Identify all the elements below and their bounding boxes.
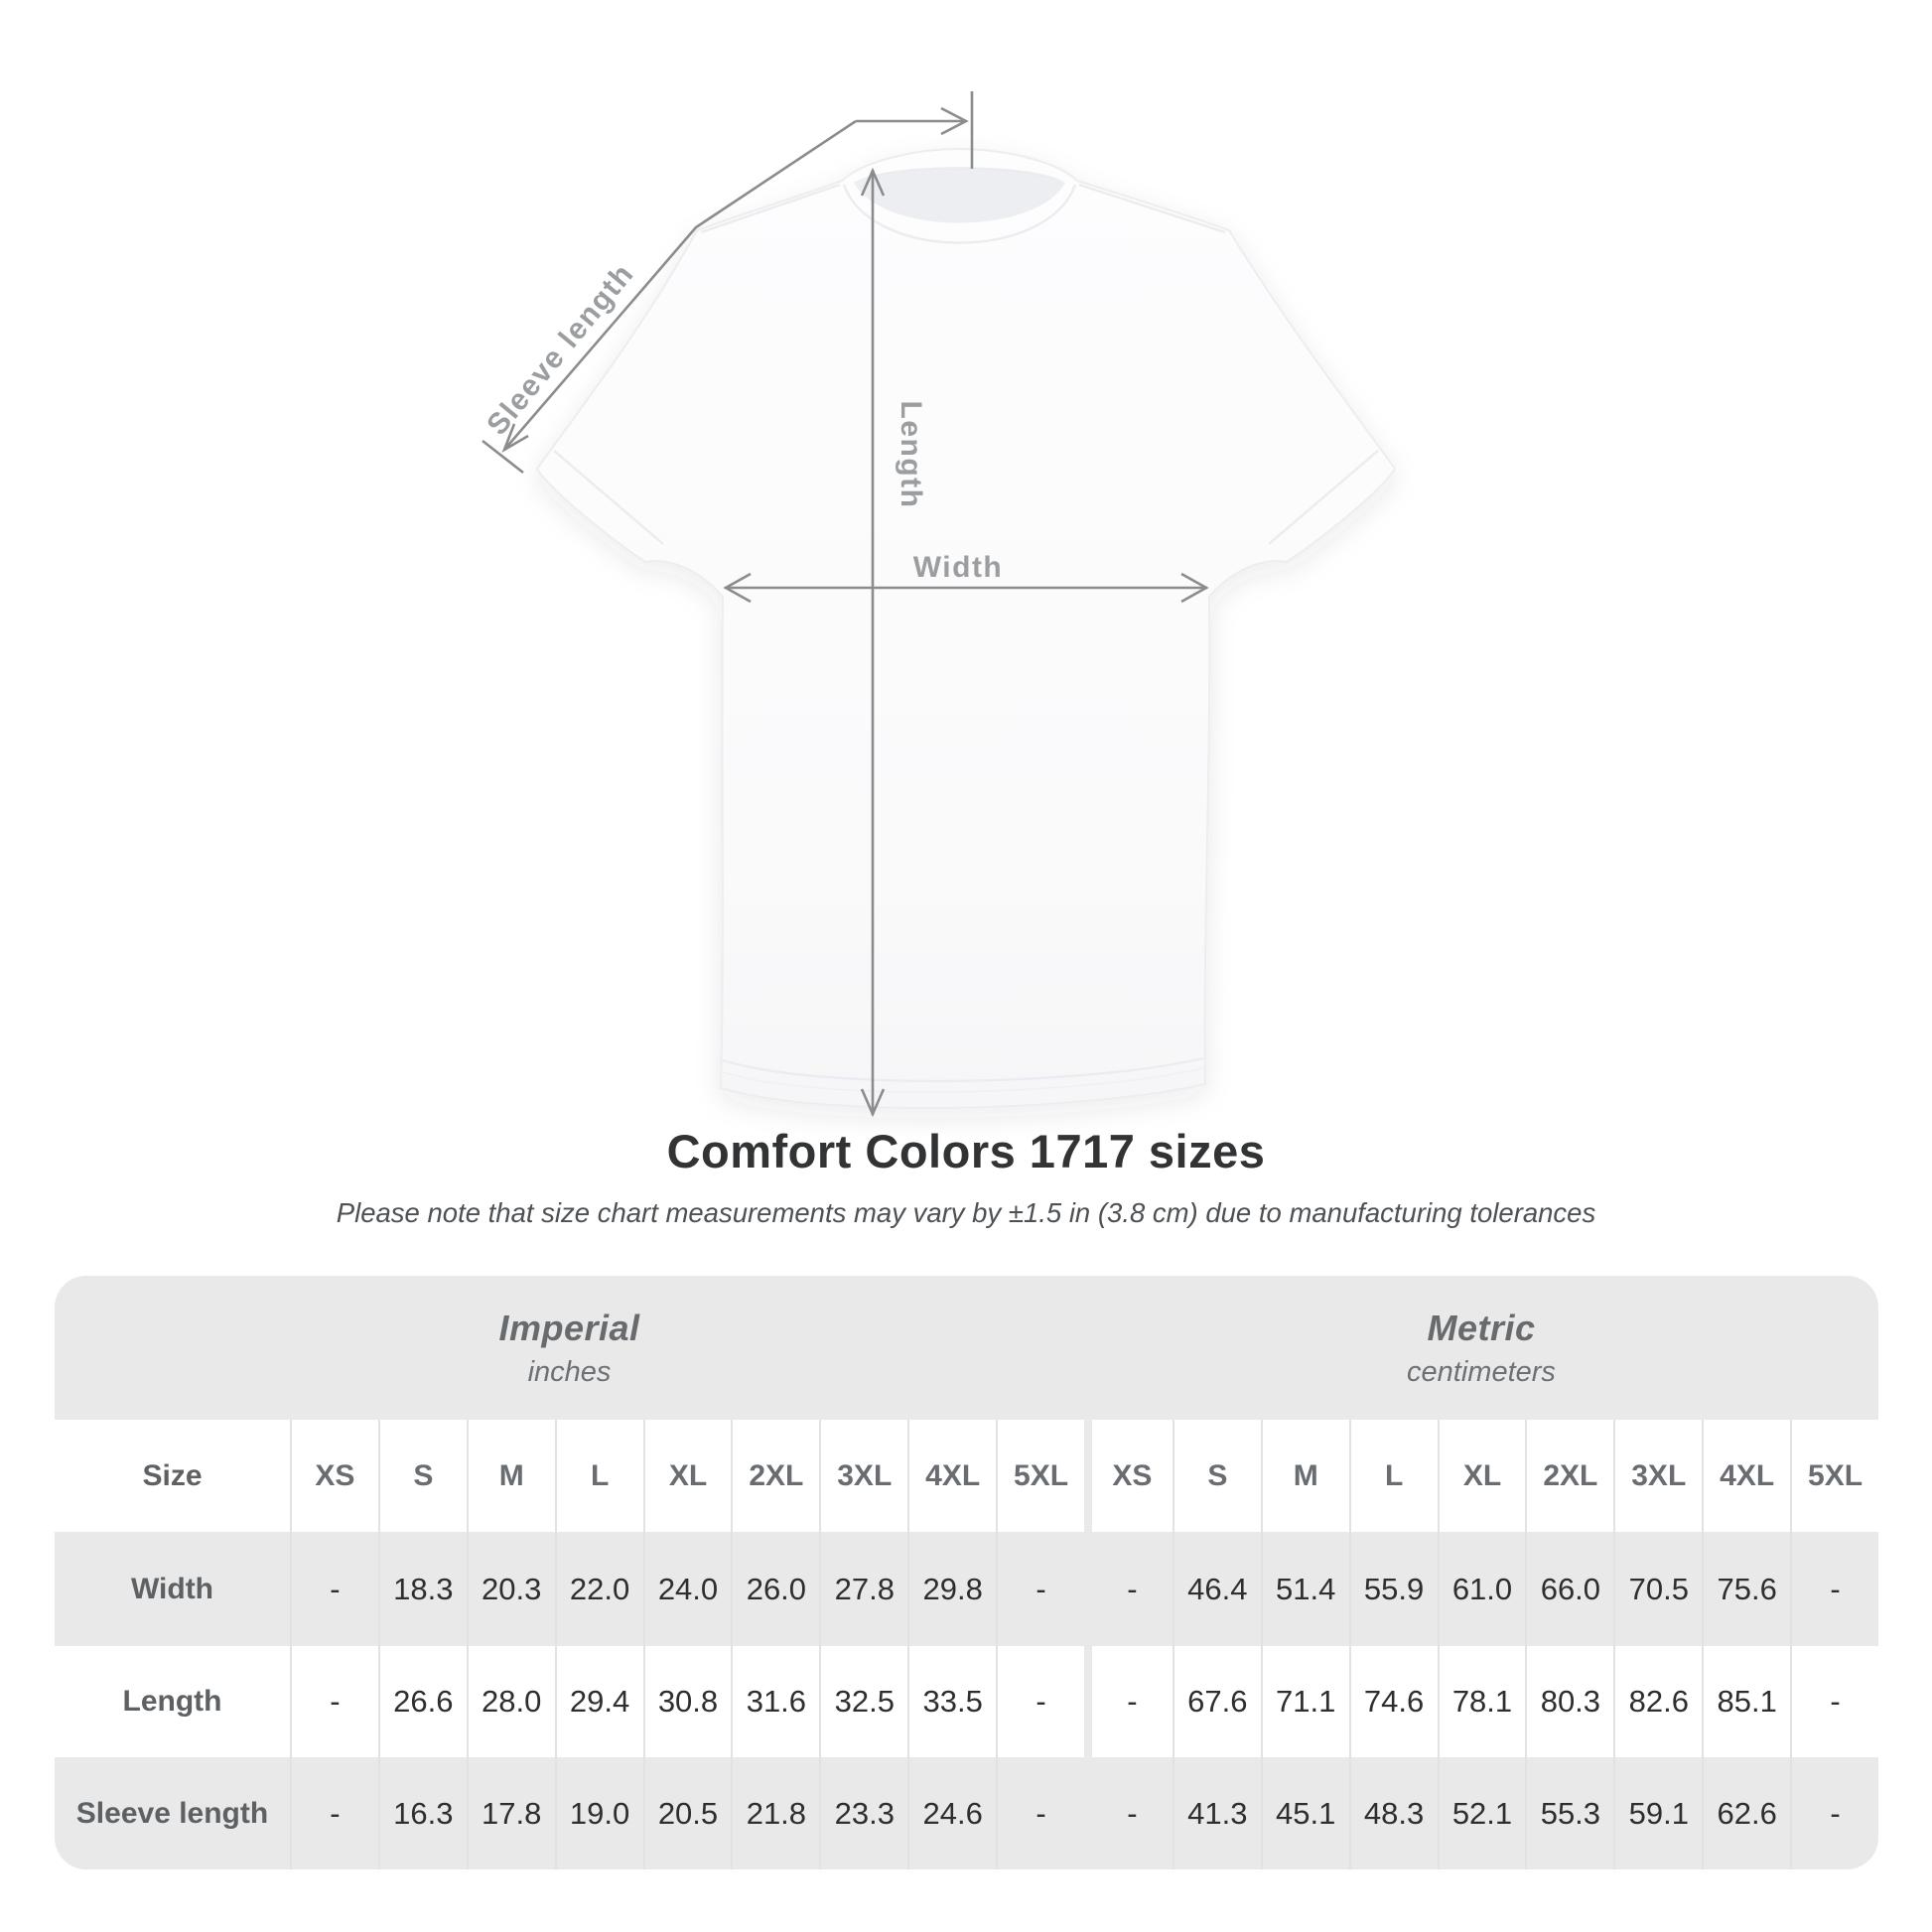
tshirt-diagram: Sleeve length Length Width (481, 91, 1397, 1118)
size-header-metric-4xl: 4XL (1702, 1420, 1790, 1532)
metric-value-cell: 62.6 (1702, 1757, 1790, 1869)
metric-header: Metric centimeters (1084, 1276, 1878, 1420)
imperial-value-cell: 20.5 (642, 1757, 732, 1869)
metric-value-cell: 46.4 (1172, 1532, 1261, 1646)
metric-value-cell: 55.3 (1525, 1757, 1613, 1869)
imperial-value-cell: 17.8 (466, 1757, 555, 1869)
imperial-value-cell: 28.0 (466, 1646, 555, 1757)
size-header-metric-l: L (1348, 1420, 1438, 1532)
imperial-value-cell: - (290, 1646, 378, 1757)
size-header-metric-s: S (1172, 1420, 1261, 1532)
size-header-metric-xl: XL (1437, 1420, 1526, 1532)
imperial-value-cell: 32.5 (819, 1646, 907, 1757)
length-label: Length (895, 401, 927, 509)
metric-value-cell: 78.1 (1437, 1646, 1526, 1757)
size-header-metric-m: M (1260, 1420, 1349, 1532)
size-header-row: Size XS S M L XL 2XL 3XL 4XL 5XL XS S M L XL 2XL 3XL 4XL 5… (55, 1420, 1878, 1532)
imperial-value-cell: 26.6 (377, 1646, 467, 1757)
tshirt-illustration (535, 147, 1397, 1110)
metric-unit: centimeters (1407, 1355, 1556, 1388)
page-title: Comfort Colors 1717 sizes (666, 1125, 1266, 1177)
row-label: Width (130, 1572, 214, 1605)
metric-title: Metric (1427, 1307, 1536, 1348)
imperial-value-cell: 27.8 (819, 1532, 907, 1646)
size-column-header: Size (142, 1458, 203, 1492)
imperial-value-cell: - (996, 1646, 1084, 1757)
imperial-value-cell: - (290, 1757, 378, 1869)
metric-value-cell: 85.1 (1702, 1646, 1790, 1757)
imperial-value-cell: 24.6 (907, 1757, 996, 1869)
size-header-imperial-4xl: 4XL (907, 1420, 996, 1532)
size-header-metric-xs: XS (1083, 1420, 1173, 1532)
size-header-imperial-xs: XS (290, 1420, 378, 1532)
metric-value-cell: - (1790, 1532, 1878, 1646)
imperial-value-cell: 30.8 (642, 1646, 732, 1757)
imperial-value-cell: 24.0 (642, 1532, 732, 1646)
metric-value-cell: 82.6 (1613, 1646, 1702, 1757)
imperial-value-cell: 21.8 (731, 1757, 819, 1869)
imperial-value-cell: - (996, 1532, 1084, 1646)
unit-band-row: Imperial inches Metric centimeters (55, 1276, 1878, 1420)
imperial-value-cell: 29.8 (907, 1532, 996, 1646)
width-label: Width (913, 551, 1004, 584)
size-table: Imperial inches Metric centimeters Size X… (55, 1276, 1878, 1869)
size-header-metric-5xl: 5XL (1790, 1420, 1878, 1532)
imperial-unit: inches (527, 1355, 612, 1388)
imperial-value-cell: 22.0 (554, 1532, 643, 1646)
metric-value-cell: 59.1 (1613, 1757, 1702, 1869)
imperial-value-cell: - (996, 1757, 1084, 1869)
metric-value-cell: 48.3 (1348, 1757, 1438, 1869)
size-header-imperial-m: M (466, 1420, 555, 1532)
size-header-imperial-2xl: 2XL (731, 1420, 819, 1532)
metric-value-cell: - (1790, 1646, 1878, 1757)
size-header-imperial-3xl: 3XL (819, 1420, 907, 1532)
imperial-value-cell: 20.3 (466, 1532, 555, 1646)
metric-value-cell: 41.3 (1172, 1757, 1261, 1869)
imperial-value-cell: 18.3 (377, 1532, 467, 1646)
sleeve-length-row: Sleeve length -16.3 17.8 19.0 20.5 21.8 23.3 24… (55, 1757, 1878, 1869)
imperial-value-cell: 31.6 (731, 1646, 819, 1757)
imperial-value-cell: - (290, 1532, 378, 1646)
length-row: Length -26.6 28.0 29.4 30.8 31.6 32.5 33.5- -67.… (55, 1646, 1878, 1757)
metric-value-cell: 67.6 (1172, 1646, 1261, 1757)
imperial-title: Imperial (498, 1307, 640, 1348)
row-label: Sleeve length (75, 1796, 269, 1830)
metric-value-cell: 51.4 (1260, 1532, 1349, 1646)
metric-value-cell: - (1790, 1757, 1878, 1869)
imperial-header: Imperial inches (55, 1276, 1084, 1420)
imperial-value-cell: 26.0 (731, 1532, 819, 1646)
metric-value-cell: 71.1 (1260, 1646, 1349, 1757)
metric-value-cell: 55.9 (1348, 1532, 1438, 1646)
metric-value-cell: - (1083, 1532, 1173, 1646)
metric-value-cell: 66.0 (1525, 1532, 1613, 1646)
metric-value-cell: 75.6 (1702, 1532, 1790, 1646)
imperial-value-cell: 16.3 (377, 1757, 467, 1869)
imperial-value-cell: 29.4 (554, 1646, 643, 1757)
imperial-value-cell: 33.5 (907, 1646, 996, 1757)
size-header-imperial-s: S (377, 1420, 467, 1532)
imperial-value-cell: 23.3 (819, 1757, 907, 1869)
size-header-metric-2xl: 2XL (1525, 1420, 1613, 1532)
size-header-metric-3xl: 3XL (1613, 1420, 1702, 1532)
sleeve-length-cuff-tick (482, 439, 524, 475)
collar-opening (854, 167, 1065, 223)
metric-value-cell: - (1083, 1646, 1173, 1757)
size-header-imperial-l: L (554, 1420, 643, 1532)
size-header-imperial-xl: XL (642, 1420, 732, 1532)
tolerance-note: Please note that size chart measurements… (336, 1197, 1596, 1228)
measurement-arrows (482, 91, 1209, 1118)
metric-value-cell: 74.6 (1348, 1646, 1438, 1757)
metric-value-cell: 61.0 (1437, 1532, 1526, 1646)
metric-value-cell: 45.1 (1260, 1757, 1349, 1869)
metric-value-cell: 70.5 (1613, 1532, 1702, 1646)
row-label: Length (122, 1685, 222, 1718)
size-header-imperial-5xl: 5XL (996, 1420, 1084, 1532)
metric-value-cell: 80.3 (1525, 1646, 1613, 1757)
imperial-value-cell: 19.0 (554, 1757, 643, 1869)
width-row: Width -18.3 20.3 22.0 24.0 26.0 27.8 29.8- -46.4… (55, 1532, 1878, 1646)
metric-value-cell: - (1083, 1757, 1173, 1869)
metric-value-cell: 52.1 (1437, 1757, 1526, 1869)
